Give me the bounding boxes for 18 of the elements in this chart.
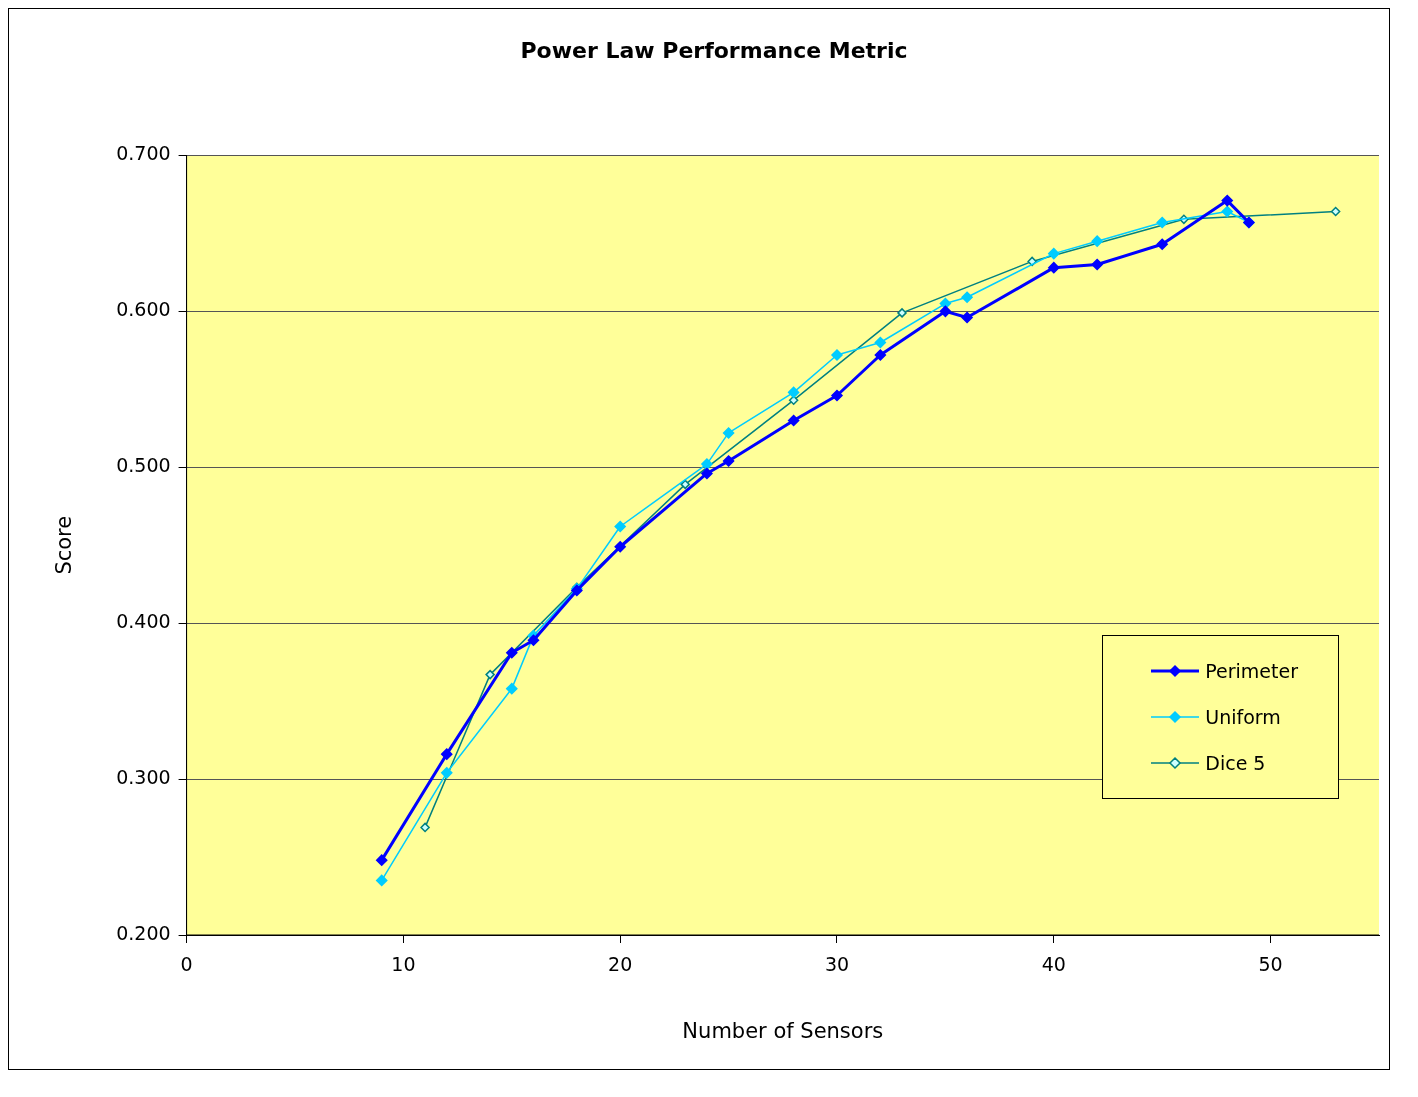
- y-tick-label: 0.600: [116, 298, 171, 321]
- x-tick-label: 0: [180, 953, 193, 976]
- x-axis-title: Number of Sensors: [682, 1018, 884, 1043]
- y-tick-label: 0.300: [116, 766, 171, 789]
- legend-label: Perimeter: [1205, 660, 1298, 682]
- x-tick-label: 20: [608, 953, 633, 976]
- x-tick-label: 30: [824, 953, 850, 976]
- y-tick-label: 0.700: [116, 142, 171, 165]
- x-tick-label: 40: [1041, 953, 1066, 976]
- x-tick-label: 10: [391, 953, 416, 976]
- legend-label: Dice 5: [1205, 752, 1266, 774]
- y-axis-title: Score: [52, 515, 77, 575]
- y-tick-label: 0.500: [116, 454, 171, 477]
- y-tick-label: 0.400: [116, 610, 171, 633]
- chart-title: Power Law Performance Metric: [520, 37, 908, 63]
- y-tick-label: 0.200: [116, 921, 171, 944]
- x-tick-label: 50: [1258, 953, 1283, 976]
- legend-label: Uniform: [1205, 706, 1281, 728]
